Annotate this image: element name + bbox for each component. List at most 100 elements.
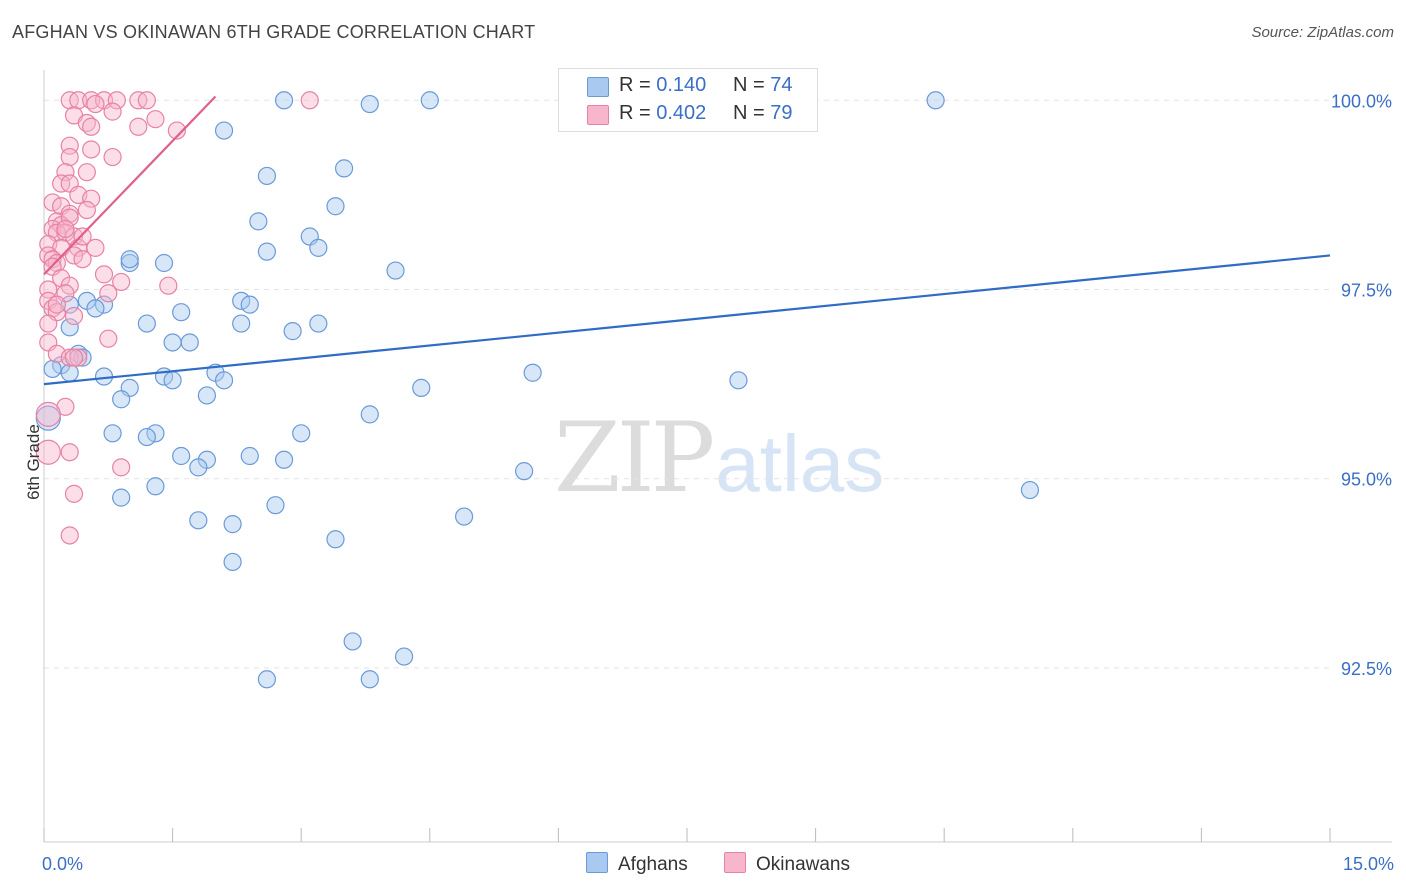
okinawans-point-1 — [69, 91, 88, 110]
bottom-okinawans-label: Okinawans — [756, 854, 850, 875]
afghans-point-42 — [729, 371, 748, 390]
afghans-point-19 — [86, 299, 105, 318]
bottom-legend-afghans: Afghans — [586, 852, 688, 876]
afghans-point-47 — [360, 405, 379, 424]
afghans-point-40 — [214, 371, 234, 390]
afghans-point-12 — [257, 242, 277, 261]
afghans-point-57 — [189, 458, 208, 477]
chart-title: AFGHAN VS OKINAWAN 6TH GRADE CORRELATION… — [12, 22, 536, 42]
afghans-point-21 — [240, 295, 259, 314]
okinawans-point-11 — [146, 110, 165, 129]
afghans-point-30 — [180, 333, 199, 352]
afghans-point-4 — [360, 94, 379, 114]
okinawans-trend-line — [43, 95, 217, 276]
afghans-point-1 — [420, 91, 439, 110]
okinawans-point-28 — [77, 200, 96, 220]
okinawans-point-57 — [64, 306, 84, 326]
okinawans-r-value: 0.402 — [656, 102, 707, 124]
y-axis-title: 6th Grade — [24, 424, 43, 500]
okinawans-point-4 — [107, 91, 126, 110]
afghans-point-35 — [60, 363, 79, 382]
afghans-point-62 — [266, 496, 285, 515]
afghans-point-60 — [1020, 480, 1040, 500]
afghans-point-9 — [249, 212, 268, 231]
afghans-point-3 — [926, 91, 945, 110]
afghans-point-65 — [223, 515, 242, 534]
afghans-point-51 — [137, 427, 156, 447]
afghans-point-24 — [137, 314, 156, 333]
okinawans-point-13 — [82, 117, 101, 136]
okinawans-n-value: 79 — [770, 102, 793, 124]
bottom-legend-okinawans: Okinawans — [724, 852, 850, 876]
okinawans-point-43 — [73, 250, 92, 269]
afghans-point-27 — [283, 322, 302, 341]
okinawans-point-19 — [103, 147, 122, 167]
okinawans-point-25 — [82, 189, 101, 208]
y-tick-label-0: 100.0% — [1331, 91, 1392, 111]
y-tick-label-2: 95.0% — [1341, 470, 1392, 490]
afghans-point-43 — [412, 378, 431, 397]
afghans-point-6 — [334, 159, 354, 178]
okinawans-point-63 — [69, 348, 88, 367]
okinawans-point-15 — [167, 121, 186, 140]
x-tick-label-0: 0.0% — [42, 854, 83, 874]
y-tick-label-3: 92.5% — [1341, 659, 1392, 679]
afghans-point-26 — [309, 314, 328, 333]
okinawans-point-32 — [60, 208, 79, 227]
stats-legend: R = 0.140 N = 74 R = 0.402 N = 79 — [558, 68, 818, 132]
afghans-point-22 — [172, 303, 191, 322]
afghans-point-52 — [292, 424, 311, 443]
afghans-trend-line — [43, 254, 1331, 386]
okinawans-point-26 — [43, 193, 62, 212]
x-tick-label-1: 15.0% — [1343, 854, 1394, 874]
afghans-point-34 — [43, 359, 62, 379]
okinawans-point-53 — [99, 284, 118, 303]
afghans-point-53 — [172, 446, 191, 466]
okinawans-point-66 — [60, 443, 79, 462]
afghans-point-71 — [360, 670, 379, 689]
afghans-point-45 — [112, 390, 131, 409]
okinawans-point-59 — [99, 329, 118, 348]
okinawans-point-68 — [64, 484, 84, 503]
okinawans-point-8 — [86, 94, 105, 114]
okinawans-point-20 — [56, 163, 75, 182]
watermark-zip: ZIP — [554, 402, 715, 514]
bottom-afghans-label: Afghans — [618, 854, 688, 875]
bottom-okinawans-swatch — [724, 852, 746, 873]
okinawans-point-46 — [94, 265, 114, 284]
afghans-r: R = 0.140 — [619, 74, 706, 97]
afghans-point-68 — [343, 632, 362, 651]
okinawans-point-49 — [112, 272, 131, 292]
okinawans-r-label: R = — [619, 102, 657, 124]
afghans-point-38 — [163, 371, 182, 390]
afghans-point-66 — [326, 530, 345, 549]
afghans-point-50 — [146, 424, 165, 443]
okinawans-point-14 — [129, 117, 148, 136]
afghans-point-7 — [257, 166, 277, 186]
okinawans-point-72 — [56, 219, 75, 239]
okinawans-point-67 — [112, 458, 131, 477]
y-tick-label-1: 97.5% — [1341, 280, 1392, 300]
okinawans-point-17 — [82, 140, 101, 159]
afghans-point-11 — [309, 238, 328, 257]
afghans-swatch — [587, 77, 609, 97]
okinawans-r: R = 0.402 — [619, 102, 706, 125]
okinawans-point-7 — [300, 91, 319, 110]
okinawans-point-70 — [86, 238, 105, 257]
afghans-point-49 — [103, 424, 122, 443]
afghans-n: N = 74 — [733, 74, 793, 97]
okinawans-n: N = 79 — [733, 102, 793, 125]
okinawans-point-74 — [64, 348, 84, 367]
afghans-n-value: 74 — [770, 74, 793, 96]
afghans-point-56 — [274, 450, 294, 469]
source-label: Source: ZipAtlas.com — [1251, 24, 1394, 41]
afghans-point-58 — [515, 462, 534, 481]
afghans-r-label: R = — [619, 74, 657, 96]
okinawans-point-69 — [60, 526, 79, 545]
afghans-point-29 — [163, 333, 182, 352]
afghans-point-15 — [154, 253, 174, 273]
afghans-point-64 — [189, 511, 208, 530]
afghans-point-59 — [146, 477, 165, 496]
afghans-point-20 — [232, 291, 251, 310]
